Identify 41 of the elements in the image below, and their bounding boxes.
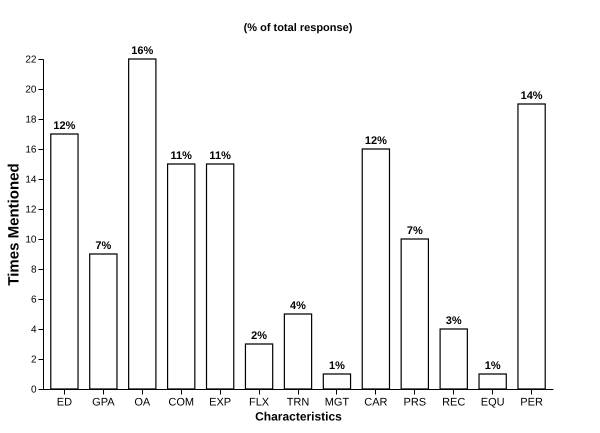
x-tick-label: TRN <box>286 396 310 408</box>
x-tick-label: OA <box>134 396 151 408</box>
annotation: 3% <box>446 315 462 327</box>
y-tick-label: 6 <box>30 294 37 306</box>
y-tick-label: 8 <box>30 264 37 276</box>
annotation: 12% <box>53 120 76 132</box>
y-tick-label: 0 <box>30 384 37 396</box>
x-tick-label: GPA <box>92 396 116 408</box>
y-axis-title: Times Mentioned <box>5 163 22 286</box>
x-tick-label: PER <box>520 396 543 408</box>
x-tick-label: FLX <box>248 396 270 408</box>
annotation: 1% <box>328 360 346 372</box>
x-tick-label: EXP <box>209 396 232 408</box>
x-axis-title: Characteristics <box>255 410 342 424</box>
annotation: 11% <box>170 150 192 162</box>
annotation: 1% <box>484 360 501 372</box>
annotation: 12% <box>364 135 388 147</box>
annotation: 11% <box>209 150 232 162</box>
x-tick-label: ED <box>56 396 72 408</box>
x-tick-label: EQU <box>480 396 505 408</box>
annotation: 7% <box>406 225 423 237</box>
y-tick-label: 4 <box>30 324 37 336</box>
x-tick-label: CAR <box>364 396 388 408</box>
y-tick-label: 20 <box>25 84 37 96</box>
y-tick-label: 2 <box>30 354 37 366</box>
text: (% of total response) <box>244 22 353 34</box>
y-tick-label: 12 <box>25 204 37 216</box>
y-tick-label: 22 <box>25 54 37 66</box>
y-tick-label: 14 <box>25 174 37 186</box>
x-tick-label: MGT <box>324 396 350 408</box>
x-tick-label: PRS <box>403 396 426 408</box>
annotation: 7% <box>95 240 112 252</box>
annotation: 14% <box>520 90 543 102</box>
y-tick-label: 16 <box>25 144 37 156</box>
annotation: 16% <box>131 45 154 57</box>
annotation: 4% <box>290 300 306 312</box>
x-tick-label: REC <box>442 396 466 408</box>
annotation: 2% <box>251 330 268 342</box>
y-tick-label: 18 <box>25 114 37 126</box>
x-tick-label: COM <box>168 396 194 408</box>
y-tick-label: 10 <box>25 234 37 246</box>
